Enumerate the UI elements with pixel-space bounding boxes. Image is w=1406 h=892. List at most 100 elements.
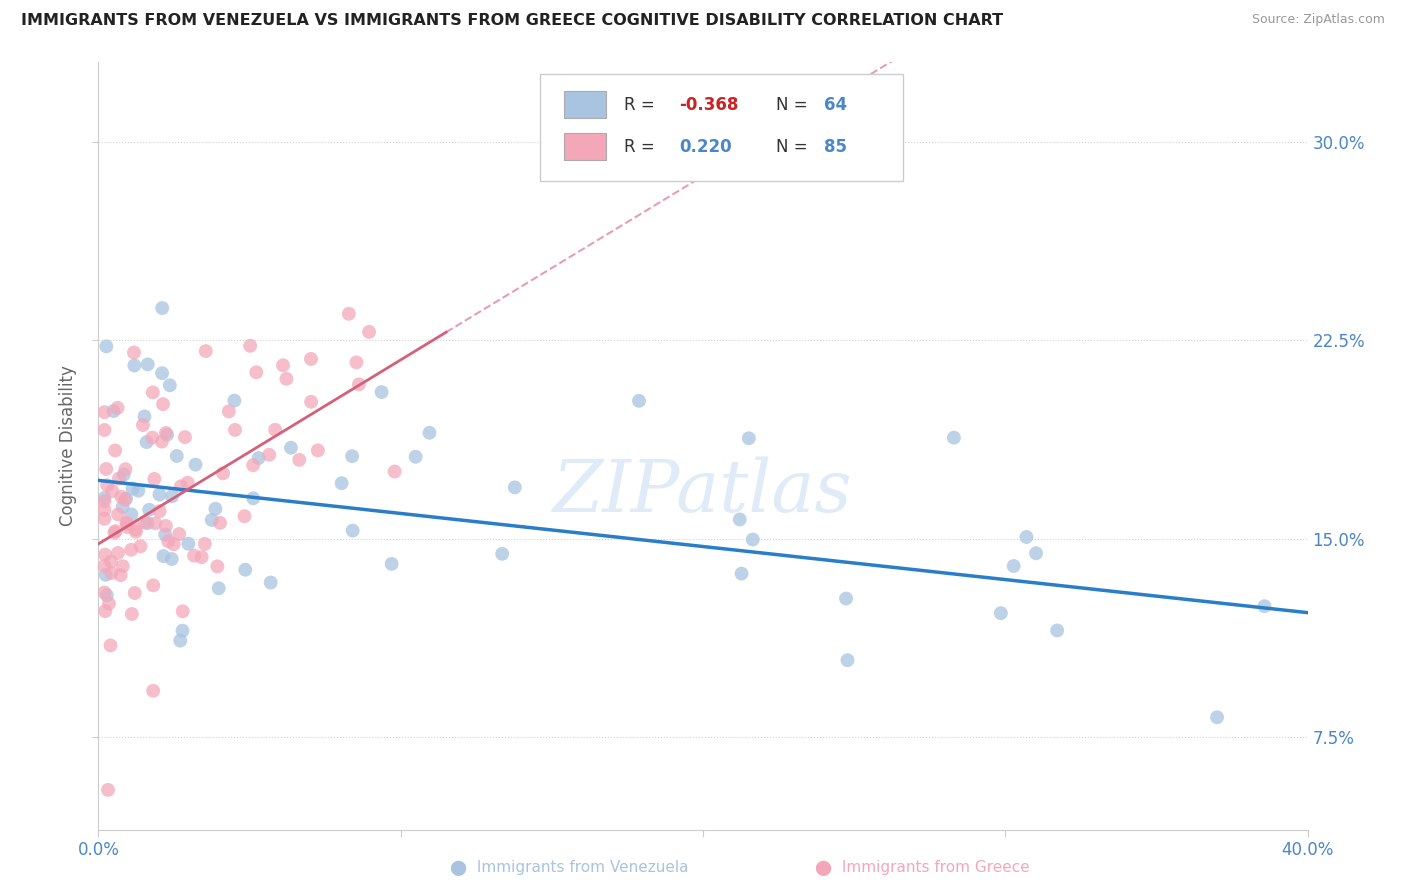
Point [730, 566, 752, 581]
Point [132, 418, 155, 433]
Point [93, 423, 115, 437]
Point [204, 501, 226, 516]
Point [245, 365, 267, 379]
Point [142, 683, 165, 698]
Point [96, 588, 118, 602]
Point [183, 549, 205, 563]
Point [307, 443, 329, 458]
Point [114, 492, 136, 507]
Text: N =: N = [776, 95, 813, 113]
Point [152, 549, 174, 563]
Point [121, 482, 143, 496]
Point [627, 393, 650, 408]
Point [101, 484, 124, 499]
Point [264, 423, 287, 437]
Point [143, 516, 166, 531]
Point [157, 534, 180, 549]
Point [288, 453, 311, 467]
Point [257, 448, 280, 462]
Point [346, 355, 368, 369]
Point [159, 378, 181, 392]
Point [340, 449, 363, 463]
Point [1046, 624, 1069, 638]
Point [97, 783, 120, 797]
Point [1253, 599, 1275, 614]
FancyBboxPatch shape [564, 134, 606, 161]
Point [224, 423, 246, 437]
Point [155, 519, 177, 533]
Point [837, 653, 859, 667]
Point [728, 512, 751, 526]
Point [260, 575, 283, 590]
Point [120, 542, 142, 557]
Point [149, 504, 172, 518]
Point [190, 550, 212, 565]
Point [110, 490, 132, 504]
Point [170, 479, 193, 493]
Point [174, 430, 197, 444]
Point [330, 476, 353, 491]
Point [359, 325, 381, 339]
Point [1025, 546, 1047, 560]
Point [218, 404, 240, 418]
Point [94, 567, 117, 582]
Point [108, 472, 131, 486]
Point [299, 351, 322, 366]
Point [1015, 530, 1038, 544]
Point [96, 462, 118, 476]
Point [169, 633, 191, 648]
Point [93, 494, 115, 508]
Point [93, 558, 115, 573]
Point [150, 301, 173, 315]
Point [201, 513, 224, 527]
Point [103, 404, 125, 418]
Point [167, 527, 190, 541]
Point [337, 307, 360, 321]
Point [103, 525, 125, 540]
Text: -0.368: -0.368 [679, 95, 738, 113]
Point [115, 516, 138, 530]
Point [212, 467, 235, 481]
Point [142, 385, 165, 400]
Point [93, 503, 115, 517]
Point [115, 516, 138, 531]
Text: 64: 64 [824, 95, 846, 113]
FancyBboxPatch shape [564, 91, 606, 118]
Point [114, 462, 136, 476]
Point [93, 491, 115, 505]
Point [271, 359, 294, 373]
Point [177, 537, 200, 551]
Text: R =: R = [624, 95, 661, 113]
Point [405, 450, 427, 464]
Point [163, 537, 186, 551]
Point [208, 581, 231, 595]
Point [122, 345, 145, 359]
Point [107, 546, 129, 560]
Point [233, 509, 256, 524]
Point [160, 489, 183, 503]
Point [129, 539, 152, 553]
Point [835, 591, 858, 606]
Point [124, 523, 146, 537]
Point [347, 377, 370, 392]
Point [125, 524, 148, 539]
Point [124, 359, 146, 373]
Point [738, 431, 761, 445]
Point [142, 578, 165, 592]
Point [194, 344, 217, 359]
Point [194, 537, 217, 551]
Point [94, 604, 117, 618]
Point [153, 527, 176, 541]
Point [207, 559, 229, 574]
Point [115, 491, 138, 506]
Point [112, 467, 135, 482]
Point [150, 366, 173, 380]
Point [100, 566, 122, 580]
Point [155, 425, 177, 440]
Point [156, 427, 179, 442]
Point [503, 480, 526, 494]
Text: Source: ZipAtlas.com: Source: ZipAtlas.com [1251, 13, 1385, 27]
Point [741, 533, 763, 547]
Point [94, 548, 117, 562]
Point [172, 624, 194, 638]
